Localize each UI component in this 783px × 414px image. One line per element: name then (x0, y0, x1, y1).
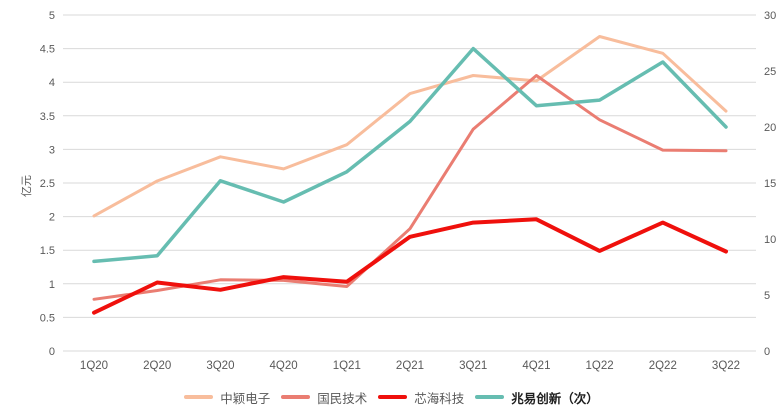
legend-label: 芯海科技 (414, 391, 465, 406)
y-left-tick-label: 0 (49, 346, 55, 358)
y-left-tick-label: 1.5 (40, 245, 55, 257)
legend-item-zhongying-dianzi: 中颖电子 (184, 388, 270, 407)
y-right-tick-label: 30 (764, 10, 776, 22)
y-right-tick-label: 10 (764, 234, 776, 246)
series-line-xinhai-keji (92, 217, 728, 315)
legend-label: 兆易创新（次） (511, 391, 599, 406)
x-tick-label: 1Q21 (333, 360, 361, 372)
x-tick-label: 2Q21 (396, 360, 424, 372)
x-tick-label: 2Q22 (649, 360, 677, 372)
series-line-zhaoyi-chuangxin (92, 46, 728, 264)
legend-item-guomin-jishu: 国民技术 (281, 388, 367, 407)
y-left-tick-label: 4 (49, 77, 55, 89)
y-right-tick-label: 0 (764, 346, 770, 358)
x-tick-label: 4Q20 (270, 360, 298, 372)
legend-swatch-guomin-jishu (281, 395, 311, 399)
chart-legend: 中颖电子 国民技术 芯海科技 兆易创新（次） (0, 384, 783, 410)
x-tick-label: 2Q20 (143, 360, 171, 372)
legend-item-zhaoyi-chuangxin: 兆易创新（次） (475, 388, 599, 407)
x-tick-label: 1Q22 (586, 360, 614, 372)
y-left-tick-label: 1 (49, 279, 55, 291)
y-right-tick-label: 25 (764, 66, 776, 78)
line-chart: 0 0.5 1 1.5 2 2.5 3 3.5 4 4.5 5 0 5 10 15 20 25 30 1Q20 2Q2… (20, 10, 776, 372)
x-tick-label: 3Q20 (206, 360, 234, 372)
x-tick-label: 1Q20 (80, 360, 108, 372)
legend-swatch-zhaoyi-chuangxin (475, 395, 505, 399)
x-tick-label: 3Q21 (459, 360, 487, 372)
y-right-tick-label: 15 (764, 178, 776, 190)
series-line-guomin-jishu (92, 74, 728, 301)
legend-item-xinhai-keji: 芯海科技 (378, 388, 464, 407)
y-left-tick-label: 2.5 (40, 178, 55, 190)
y-left-tick-label: 3 (49, 144, 55, 156)
y-left-tick-label: 3.5 (40, 111, 55, 123)
y-right-tick-label: 20 (764, 122, 776, 134)
x-tick-label: 3Q22 (712, 360, 740, 372)
y-left-tick-label: 2 (49, 212, 55, 224)
y-left-tick-label: 4.5 (40, 44, 55, 56)
y-left-tick-label: 0.5 (40, 312, 55, 324)
y-left-tick-label: 5 (49, 10, 55, 22)
y-axis-title: 亿元 (20, 175, 33, 197)
legend-swatch-xinhai-keji (378, 394, 408, 400)
legend-swatch-zhongying-dianzi (184, 395, 214, 399)
x-tick-label: 4Q21 (522, 360, 550, 372)
legend-label: 中颖电子 (220, 391, 271, 406)
y-right-tick-label: 5 (764, 290, 770, 302)
series-line-zhongying-dianzi (92, 35, 728, 218)
legend-label: 国民技术 (317, 391, 368, 406)
